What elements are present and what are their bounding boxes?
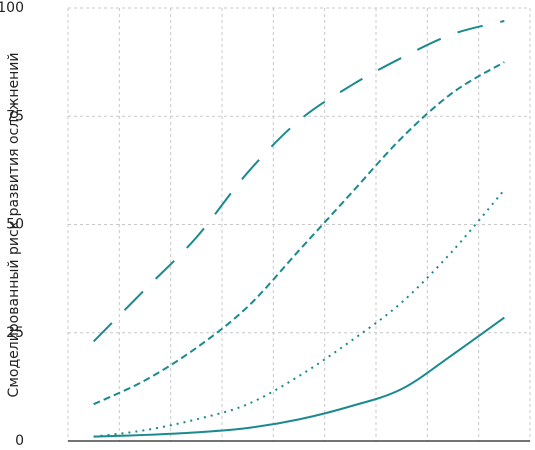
y-tick-label: 75 xyxy=(6,108,24,124)
series-line-long-dashed xyxy=(92,20,505,343)
y-tick-label: 0 xyxy=(15,433,24,449)
series-line-dotted xyxy=(93,189,506,438)
grid xyxy=(67,7,531,441)
y-tick-label: 100 xyxy=(0,0,24,16)
series-line-dashed xyxy=(93,61,505,406)
y-tick-label: 50 xyxy=(6,217,24,233)
series-line-solid xyxy=(93,316,505,438)
y-axis-title: Смоделированный риск развития осложнений xyxy=(6,53,22,398)
y-tick-label: 25 xyxy=(6,325,24,341)
y-tick-labels: 0 25 50 75 100 xyxy=(0,0,24,449)
series-lines xyxy=(92,20,506,438)
